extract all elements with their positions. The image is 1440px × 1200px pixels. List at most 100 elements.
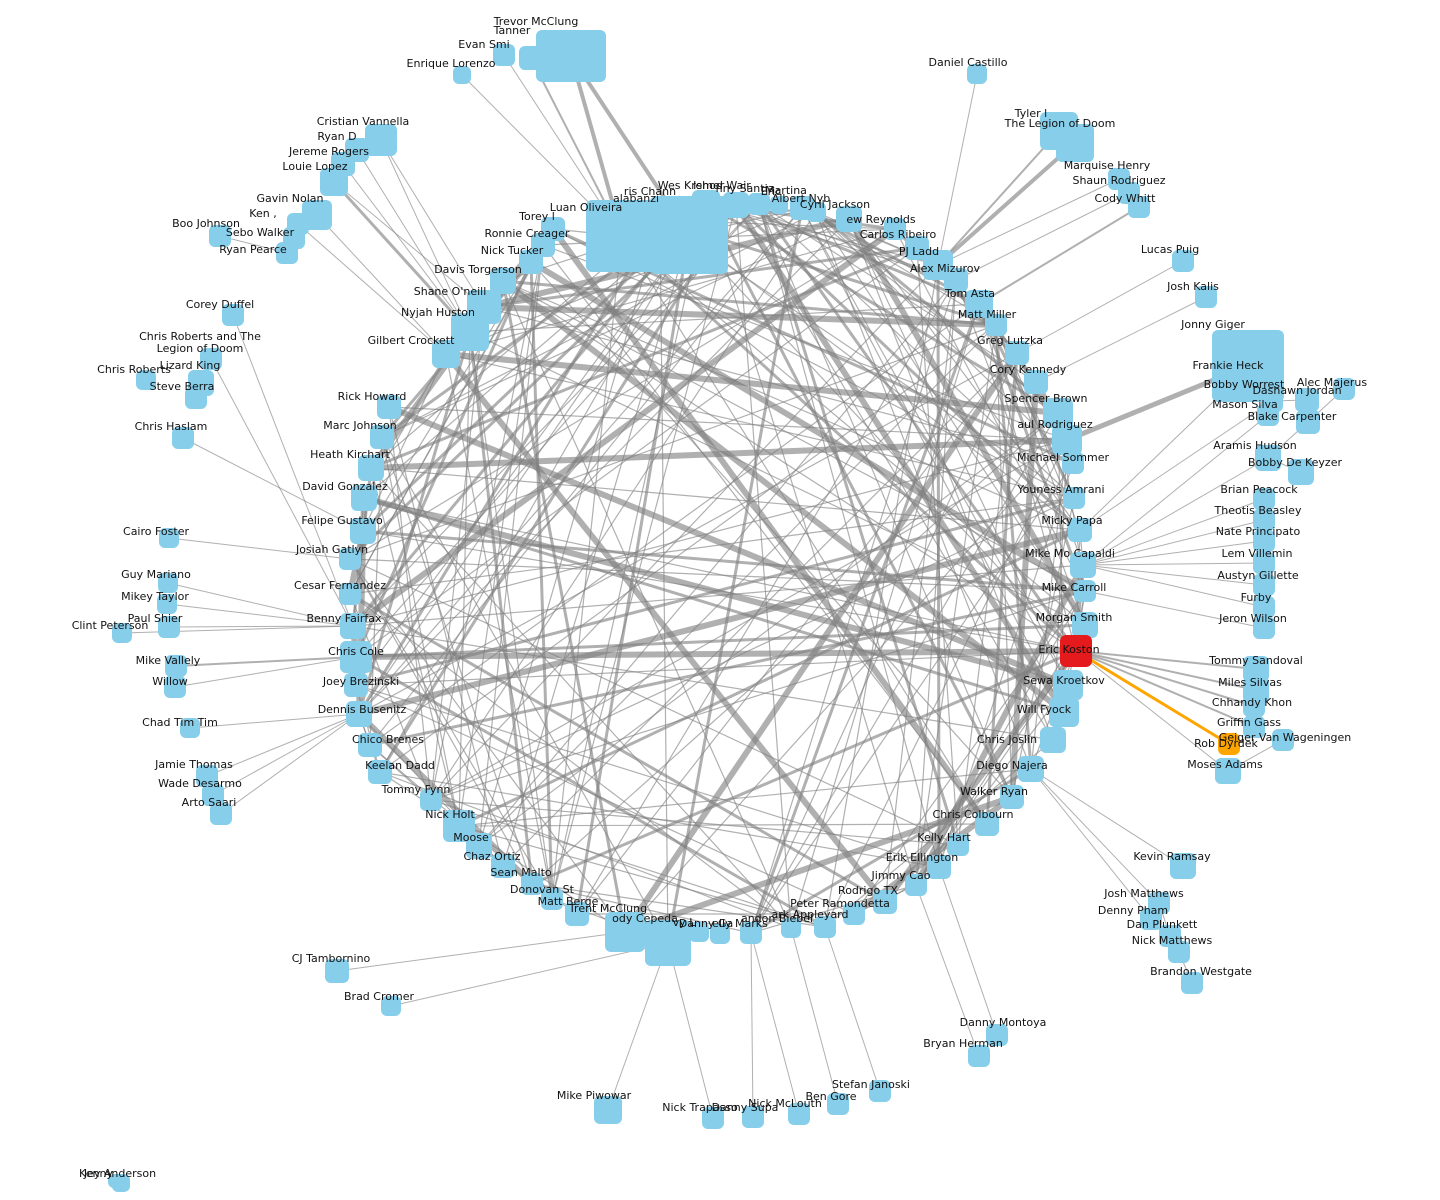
graph-node[interactable] xyxy=(965,290,993,318)
graph-node[interactable] xyxy=(1068,518,1092,542)
graph-node[interactable] xyxy=(377,395,401,419)
graph-node[interactable] xyxy=(276,242,298,264)
graph-node[interactable] xyxy=(112,623,132,643)
graph-node[interactable] xyxy=(185,387,207,409)
graph-node[interactable] xyxy=(968,1045,990,1067)
graph-node[interactable] xyxy=(986,1024,1008,1046)
graph-node[interactable] xyxy=(350,518,376,544)
graph-node[interactable] xyxy=(1052,425,1082,455)
graph-node[interactable] xyxy=(490,268,516,294)
graph-node[interactable] xyxy=(491,854,515,878)
graph-node[interactable] xyxy=(565,902,589,926)
graph-node[interactable] xyxy=(905,874,927,896)
graph-node[interactable] xyxy=(1140,908,1162,930)
graph-node[interactable] xyxy=(1000,785,1024,809)
graph-node[interactable] xyxy=(453,66,471,84)
graph-node[interactable] xyxy=(689,922,709,942)
graph-node[interactable] xyxy=(788,1103,810,1125)
graph-node[interactable] xyxy=(158,616,180,638)
graph-node[interactable] xyxy=(1228,366,1250,388)
graph-node[interactable] xyxy=(157,594,177,614)
graph-node[interactable] xyxy=(344,673,368,697)
graph-node[interactable] xyxy=(165,655,187,677)
graph-node[interactable] xyxy=(967,64,987,84)
graph-node[interactable] xyxy=(1040,727,1066,753)
graph-node[interactable] xyxy=(196,765,218,787)
graph-node[interactable] xyxy=(180,718,200,738)
graph-node[interactable] xyxy=(781,918,801,938)
graph-node[interactable] xyxy=(1253,530,1275,552)
graph-node[interactable] xyxy=(645,920,691,966)
graph-node[interactable] xyxy=(1128,196,1150,218)
graph-node[interactable] xyxy=(1296,410,1320,434)
graph-node[interactable] xyxy=(640,200,680,240)
graph-node[interactable] xyxy=(1060,635,1092,667)
graph-node[interactable] xyxy=(1288,459,1314,485)
graph-node[interactable] xyxy=(1018,756,1044,782)
graph-node[interactable] xyxy=(1074,580,1096,602)
graph-node[interactable] xyxy=(519,250,543,274)
graph-node[interactable] xyxy=(164,676,186,698)
graph-node[interactable] xyxy=(723,192,749,218)
graph-node[interactable] xyxy=(358,455,384,481)
graph-node[interactable] xyxy=(365,124,397,156)
graph-node[interactable] xyxy=(1257,404,1279,426)
graph-node[interactable] xyxy=(222,304,244,326)
graph-node[interactable] xyxy=(346,701,372,727)
graph-node[interactable] xyxy=(814,916,836,938)
graph-node[interactable] xyxy=(1195,286,1217,308)
graph-node[interactable] xyxy=(210,803,232,825)
graph-node[interactable] xyxy=(159,528,179,548)
graph-node[interactable] xyxy=(1255,445,1281,471)
graph-node[interactable] xyxy=(1253,574,1275,596)
graph-node[interactable] xyxy=(1005,341,1029,365)
graph-node[interactable] xyxy=(873,890,897,914)
graph-node[interactable] xyxy=(806,202,826,222)
graph-node[interactable] xyxy=(1295,388,1319,412)
graph-node[interactable] xyxy=(339,548,361,570)
graph-node[interactable] xyxy=(493,44,515,66)
graph-node[interactable] xyxy=(368,760,392,784)
graph-node[interactable] xyxy=(1181,972,1203,994)
graph-node[interactable] xyxy=(200,348,222,370)
graph-node[interactable] xyxy=(836,206,862,232)
graph-node[interactable] xyxy=(1024,370,1048,394)
graph-node[interactable] xyxy=(1053,670,1083,700)
graph-node[interactable] xyxy=(843,903,865,925)
graph-node[interactable] xyxy=(1172,250,1194,272)
graph-node[interactable] xyxy=(420,789,442,811)
graph-node[interactable] xyxy=(381,996,401,1016)
graph-node[interactable] xyxy=(1253,596,1275,618)
graph-node[interactable] xyxy=(985,314,1007,336)
graph-node[interactable] xyxy=(351,485,377,511)
graph-node[interactable] xyxy=(1253,552,1275,574)
graph-node[interactable] xyxy=(136,370,156,390)
graph-node[interactable] xyxy=(1253,509,1275,531)
graph-node[interactable] xyxy=(742,1106,764,1128)
graph-node[interactable] xyxy=(536,30,606,82)
graph-node[interactable] xyxy=(340,641,372,673)
graph-node[interactable] xyxy=(947,834,969,856)
graph-node[interactable] xyxy=(1168,941,1190,963)
graph-node[interactable] xyxy=(340,613,366,639)
graph-node[interactable] xyxy=(466,833,492,859)
graph-node[interactable] xyxy=(1215,758,1241,784)
graph-node[interactable] xyxy=(884,218,906,240)
graph-node[interactable] xyxy=(702,1107,724,1129)
graph-node[interactable] xyxy=(370,425,394,449)
graph-node[interactable] xyxy=(202,784,224,806)
graph-node[interactable] xyxy=(339,583,361,605)
graph-node[interactable] xyxy=(209,225,231,247)
graph-node[interactable] xyxy=(320,168,348,196)
graph-node[interactable] xyxy=(541,888,563,910)
graph-node[interactable] xyxy=(827,1093,849,1115)
graph-node[interactable] xyxy=(927,855,951,879)
graph-node[interactable] xyxy=(1072,612,1098,638)
graph-node[interactable] xyxy=(172,427,194,449)
graph-node[interactable] xyxy=(1070,552,1096,578)
graph-node[interactable] xyxy=(1043,398,1073,428)
graph-node[interactable] xyxy=(1170,853,1196,879)
graph-node[interactable] xyxy=(1063,487,1085,509)
graph-node[interactable] xyxy=(1333,378,1355,400)
